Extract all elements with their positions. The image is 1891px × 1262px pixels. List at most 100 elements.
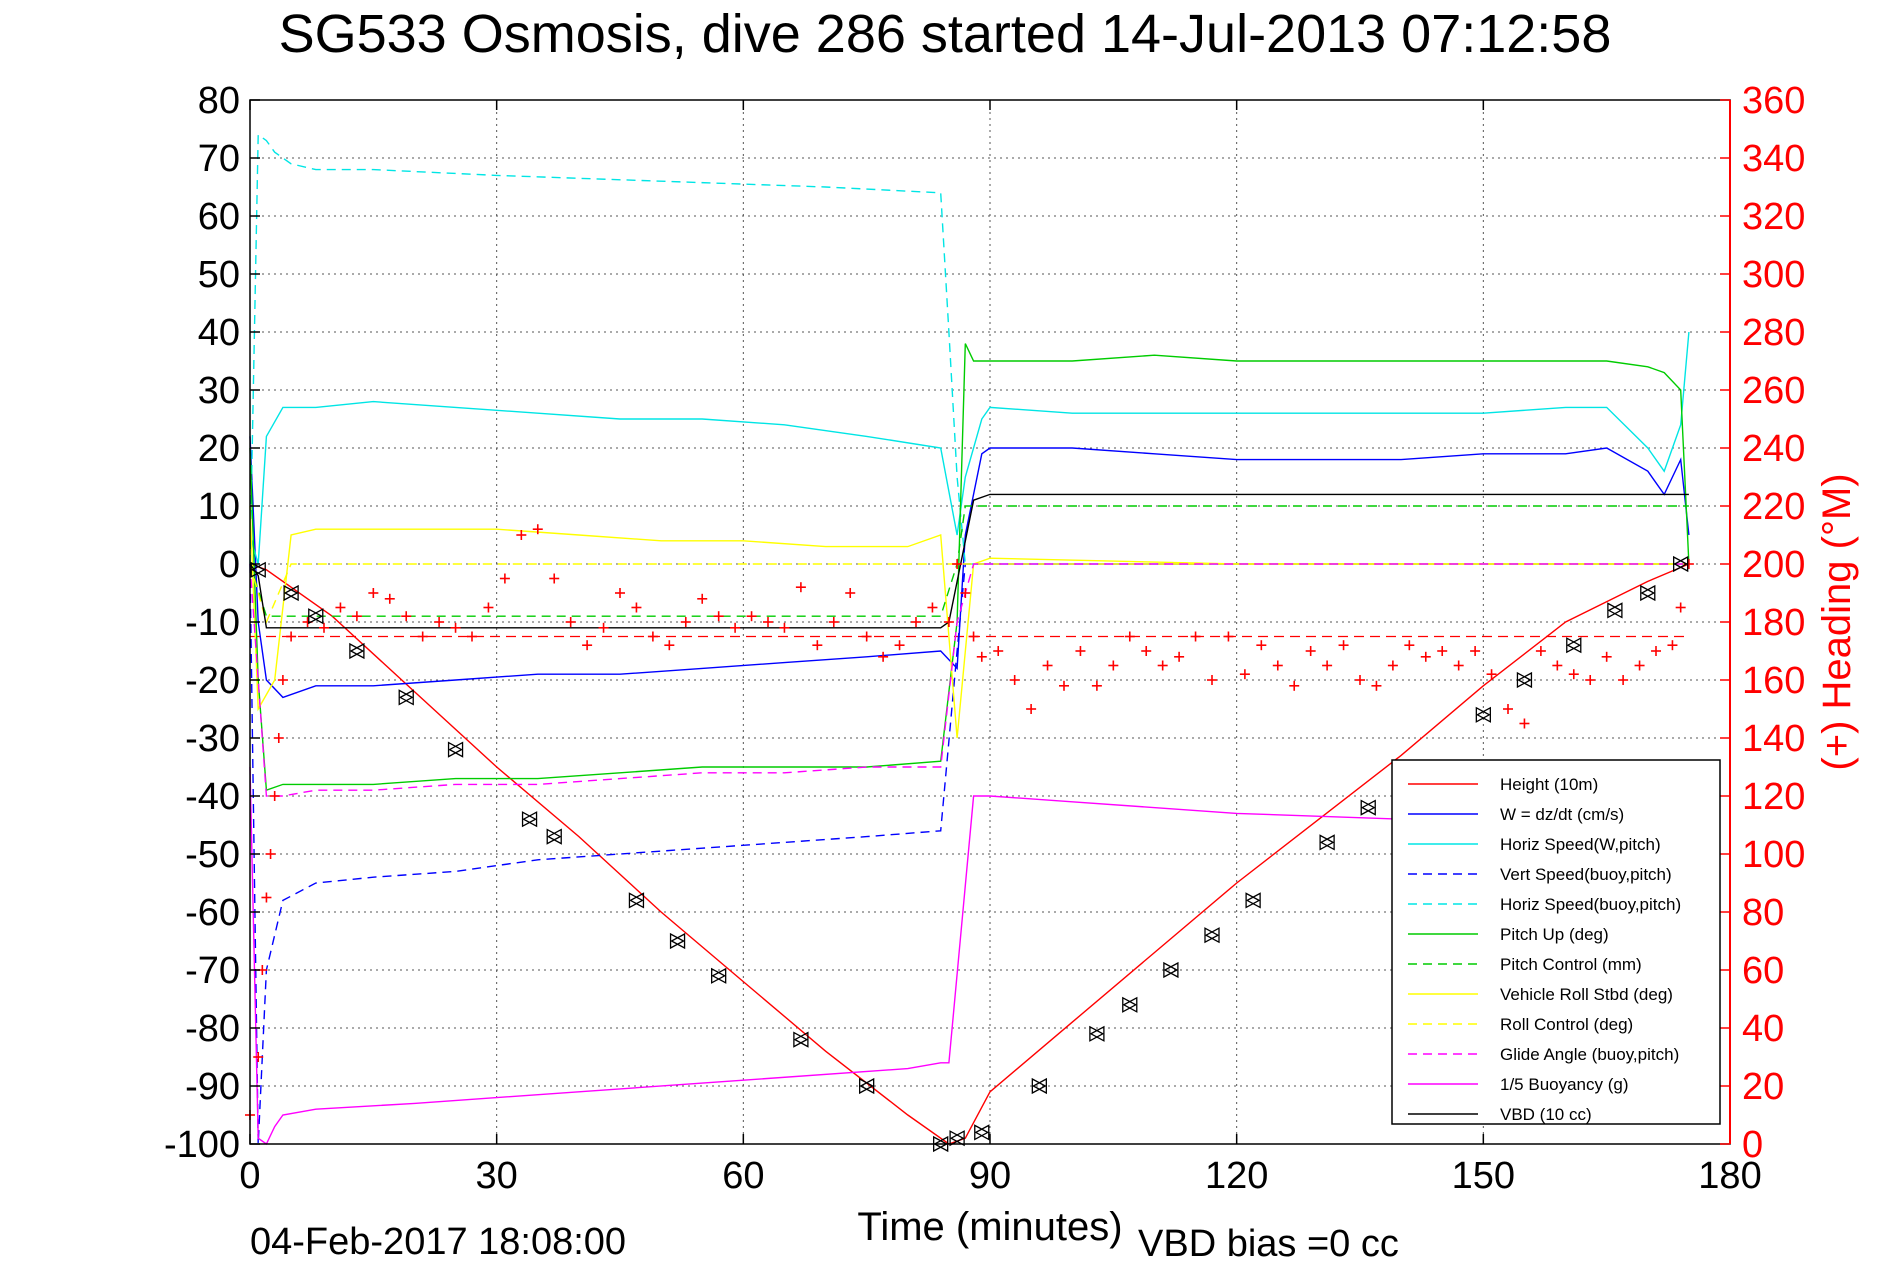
depth-marker — [974, 1124, 990, 1141]
heading-marker — [960, 588, 971, 598]
heading-marker — [1355, 675, 1365, 685]
y-tick-label: -50 — [185, 834, 240, 876]
right-y-tick-label: 200 — [1742, 544, 1805, 586]
heading-marker — [1190, 631, 1201, 642]
heading-marker — [565, 617, 576, 627]
y-tick-label: -90 — [185, 1066, 240, 1108]
depth-marker — [447, 741, 464, 758]
legend-label-11: VBD (10 cc) — [1500, 1105, 1592, 1124]
y-tick-label: 60 — [198, 196, 240, 238]
heading-marker — [1552, 660, 1563, 671]
legend-label-7: Vehicle Roll Stbd (deg) — [1500, 985, 1673, 1004]
heading-marker — [1601, 651, 1612, 662]
depth-marker — [1122, 996, 1138, 1013]
depth-marker-left-triangle — [629, 892, 645, 909]
y-tick-label: -30 — [185, 718, 240, 760]
depth-marker-left-triangle — [1245, 892, 1261, 909]
right-y-tick-label: 100 — [1742, 834, 1805, 876]
right-y-tick-label: 240 — [1742, 428, 1805, 470]
heading-marker — [1371, 680, 1382, 691]
legend-label-2: Horiz Speed(W,pitch) — [1500, 835, 1661, 854]
series-line-10 — [249, 766, 1484, 1146]
depth-marker-left-triangle — [1204, 927, 1220, 944]
x-tick-label: 60 — [722, 1155, 764, 1197]
heading-marker — [927, 602, 938, 613]
heading-marker — [368, 588, 379, 598]
heading-marker — [483, 602, 494, 613]
heading-marker — [845, 588, 856, 598]
depth-marker — [1566, 637, 1582, 654]
heading-marker — [993, 646, 1004, 656]
heading-marker — [1042, 660, 1053, 671]
series-line-4 — [249, 133, 1689, 565]
depth-marker — [1031, 1077, 1047, 1095]
heading-marker — [779, 622, 790, 633]
legend-label-1: W = dz/dt (cm/s) — [1500, 805, 1624, 824]
x-tick-label: 150 — [1452, 1155, 1515, 1197]
heading-marker — [1009, 675, 1020, 685]
legend-box — [1391, 759, 1721, 1125]
depth-marker — [1360, 799, 1376, 816]
heading-marker — [549, 573, 560, 584]
heading-marker — [943, 617, 954, 627]
heading-marker — [1338, 640, 1349, 651]
series-line-11 — [249, 493, 1689, 629]
y-tick-label: 0 — [219, 544, 240, 586]
series-line-3 — [249, 563, 1689, 1145]
heading-marker — [1420, 651, 1431, 662]
heading-marker — [1305, 646, 1316, 656]
heading-marker — [878, 651, 889, 662]
heading-marker — [976, 651, 987, 662]
heading-marker — [384, 593, 395, 604]
depth-marker — [711, 967, 727, 984]
right-y-tick-label: 160 — [1742, 660, 1805, 702]
y-tick-label: -60 — [185, 892, 240, 934]
heading-marker — [1207, 675, 1217, 685]
series-layer — [249, 133, 1690, 1146]
depth-marker-left-triangle — [1607, 602, 1623, 619]
depth-marker — [949, 1130, 965, 1147]
chart-title: SG533 Osmosis, dive 286 started 14-Jul-2… — [279, 4, 1612, 64]
heading-marker — [1174, 651, 1185, 662]
heading-marker — [1322, 660, 1333, 671]
heading-marker — [1272, 660, 1283, 671]
heading-marker — [1387, 660, 1398, 671]
heading-marker — [795, 582, 806, 593]
depth-marker-left-triangle — [1673, 555, 1689, 573]
depth-marker-left-triangle — [250, 561, 266, 578]
y-tick-label: 70 — [198, 138, 240, 180]
heading-marker — [335, 602, 346, 613]
tick-layer: 0 30 60 90 120 150 18080706050403020100-10-20-… — [164, 80, 1805, 1197]
x-tick-label: 120 — [1205, 1155, 1268, 1197]
heading-marker — [532, 524, 543, 535]
depth-marker — [1516, 671, 1533, 689]
series-line-8 — [249, 563, 1689, 625]
heading-marker — [1108, 660, 1119, 671]
depth-marker-left-triangle — [793, 1031, 809, 1048]
depth-marker-left-triangle — [522, 811, 538, 828]
depth-marker-left-triangle — [1031, 1077, 1047, 1095]
depth-marker-left-triangle — [1319, 834, 1335, 851]
right-y-tick-label: 80 — [1742, 892, 1784, 934]
y-tick-label: 80 — [198, 80, 240, 122]
depth-marker — [308, 608, 324, 625]
depth-marker-left-triangle — [1566, 637, 1582, 654]
heading-marker — [1486, 669, 1497, 680]
legend-label-10: 1/5 Buoyancy (g) — [1500, 1075, 1629, 1094]
legend-label-4: Horiz Speed(buoy,pitch) — [1500, 895, 1681, 914]
footer-vbd-bias: VBD bias =0 cc — [1138, 1223, 1399, 1262]
depth-marker-left-triangle — [1360, 799, 1376, 816]
right-y-tick-label: 140 — [1742, 718, 1805, 760]
legend-items: Height (10m) W = dz/dt (cm/s) Horiz Speed(… — [1408, 775, 1681, 1124]
depth-marker — [1607, 602, 1623, 619]
y-tick-label: -80 — [185, 1008, 240, 1050]
heading-marker — [286, 631, 297, 642]
heading-marker — [253, 1052, 264, 1062]
heading-marker — [1568, 669, 1579, 680]
series-line-9 — [249, 563, 1689, 797]
right-y-tick-label: 300 — [1742, 254, 1805, 296]
heading-marker — [1535, 646, 1546, 656]
y-tick-label: 30 — [198, 370, 240, 412]
depth-marker — [1673, 555, 1689, 573]
